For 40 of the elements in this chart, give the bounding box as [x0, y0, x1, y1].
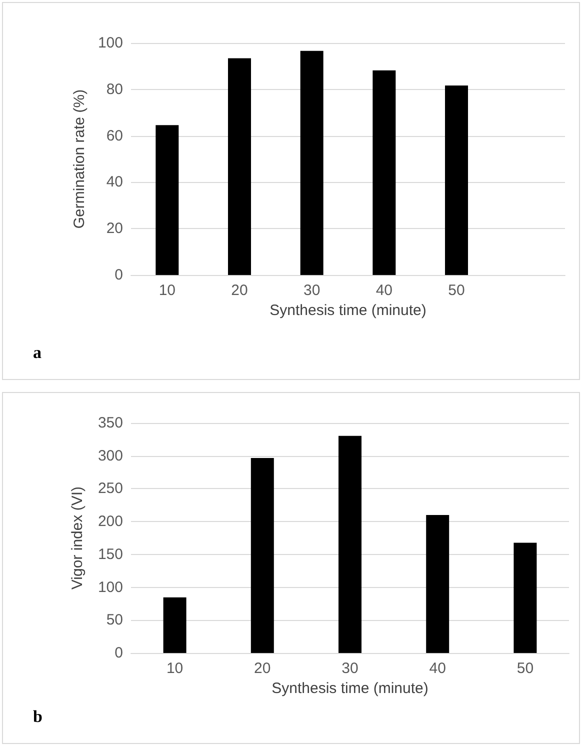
x-tick-label: 50 — [516, 660, 534, 677]
y-axis-title: Vigor index (VI) — [69, 486, 86, 590]
x-tick-label: 30 — [342, 660, 358, 677]
y-tick-label: 20 — [106, 220, 123, 238]
x-tick-label: 50 — [448, 282, 465, 299]
x-tick-label: 10 — [158, 282, 176, 299]
bar — [250, 458, 274, 653]
x-tick-label: 30 — [303, 282, 320, 299]
y-tick-label: 60 — [106, 127, 123, 144]
bar — [156, 125, 179, 275]
y-tick-label: 0 — [114, 644, 123, 662]
y-tick-label: 50 — [106, 612, 123, 629]
x-axis-title: Synthesis time (minute) — [270, 302, 426, 319]
y-tick-label: 350 — [98, 414, 123, 432]
text: b — [33, 707, 42, 726]
x-tick-label: 20 — [231, 282, 248, 299]
x-tick-label: 40 — [429, 660, 446, 677]
y-tick-label: 300 — [98, 447, 123, 464]
y-tick-label: 0 — [114, 266, 123, 284]
bar — [300, 50, 324, 275]
bar — [372, 70, 396, 275]
y-tick-label: 80 — [106, 80, 123, 98]
y-tick-label: 150 — [98, 546, 123, 563]
bar — [163, 597, 186, 653]
bar — [445, 85, 468, 275]
y-tick-label: 200 — [98, 513, 123, 530]
y-axis-title: Germination rate (%) — [71, 89, 88, 229]
y-tick-label: 100 — [98, 578, 123, 596]
bar — [426, 515, 450, 653]
bar — [228, 58, 251, 275]
x-tick-label: 20 — [254, 660, 271, 677]
bar — [514, 542, 537, 653]
y-tick-label: 40 — [106, 174, 123, 191]
x-tick-label: 10 — [166, 660, 184, 677]
bar — [338, 436, 362, 653]
x-tick-label: 40 — [376, 282, 393, 299]
y-tick-label: 100 — [98, 34, 123, 52]
x-axis-title: Synthesis time (minute) — [272, 680, 428, 697]
y-tick-label: 250 — [98, 480, 123, 498]
text: a — [33, 343, 42, 362]
